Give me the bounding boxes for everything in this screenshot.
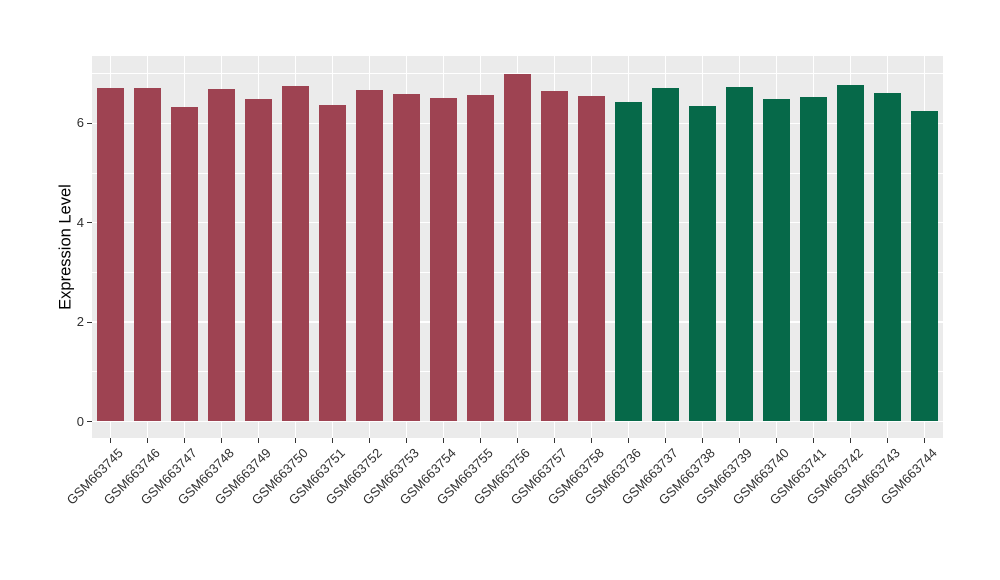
x-tick-mark-GSM663748 [221,438,222,443]
bar-GSM663745 [97,88,124,422]
bar-GSM663743 [874,92,901,422]
x-tick-mark-GSM663756 [517,438,518,443]
x-tick-mark-GSM663752 [369,438,370,443]
x-tick-mark-GSM663740 [776,438,777,443]
y-tick-mark-4 [87,222,92,224]
plot-panel [92,56,943,438]
bar-GSM663740 [763,98,790,422]
bar-GSM663756 [504,73,531,422]
x-tick-mark-GSM663745 [110,438,111,443]
x-tick-mark-GSM663738 [702,438,703,443]
y-tick-label-6: 6 [76,115,84,131]
x-tick-mark-GSM663753 [406,438,407,443]
x-tick-mark-GSM663746 [147,438,148,443]
x-tick-mark-GSM663750 [295,438,296,443]
bar-GSM663744 [911,111,938,422]
bar-GSM663742 [837,85,864,422]
bar-GSM663747 [171,106,198,422]
bar-GSM663758 [578,95,605,422]
x-tick-mark-GSM663747 [184,438,185,443]
x-tick-mark-GSM663739 [739,438,740,443]
bar-GSM663738 [689,105,716,422]
bar-GSM663753 [393,93,420,422]
x-tick-mark-GSM663751 [332,438,333,443]
y-tick-mark-6 [87,122,92,124]
y-tick-label-4: 4 [76,214,84,230]
x-tick-mark-GSM663757 [554,438,555,443]
bar-GSM663754 [430,98,457,422]
bar-GSM663752 [356,89,383,422]
y-tick-label-2: 2 [76,314,84,330]
bar-GSM663757 [541,91,568,422]
bar-GSM663748 [208,89,235,422]
bar-GSM663755 [467,94,494,422]
x-tick-mark-GSM663755 [480,438,481,443]
x-tick-mark-GSM663741 [813,438,814,443]
x-tick-mark-GSM663758 [591,438,592,443]
y-tick-mark-2 [87,321,92,323]
bar-GSM663750 [282,85,309,422]
x-tick-mark-GSM663743 [887,438,888,443]
x-tick-mark-GSM663742 [850,438,851,443]
x-tick-mark-GSM663749 [258,438,259,443]
bar-GSM663737 [652,88,679,422]
x-tick-mark-GSM663737 [665,438,666,443]
bar-GSM663736 [615,102,642,422]
x-tick-mark-GSM663754 [443,438,444,443]
x-tick-mark-GSM663736 [628,438,629,443]
bar-GSM663746 [134,88,161,422]
bar-GSM663751 [319,104,346,422]
x-tick-mark-GSM663744 [924,438,925,443]
bar-GSM663739 [726,87,753,422]
bar-GSM663741 [800,97,827,422]
y-axis-title: Expression Level [56,184,75,310]
y-tick-label-0: 0 [76,413,84,429]
y-tick-mark-0 [87,421,92,422]
bar-GSM663749 [245,98,272,422]
